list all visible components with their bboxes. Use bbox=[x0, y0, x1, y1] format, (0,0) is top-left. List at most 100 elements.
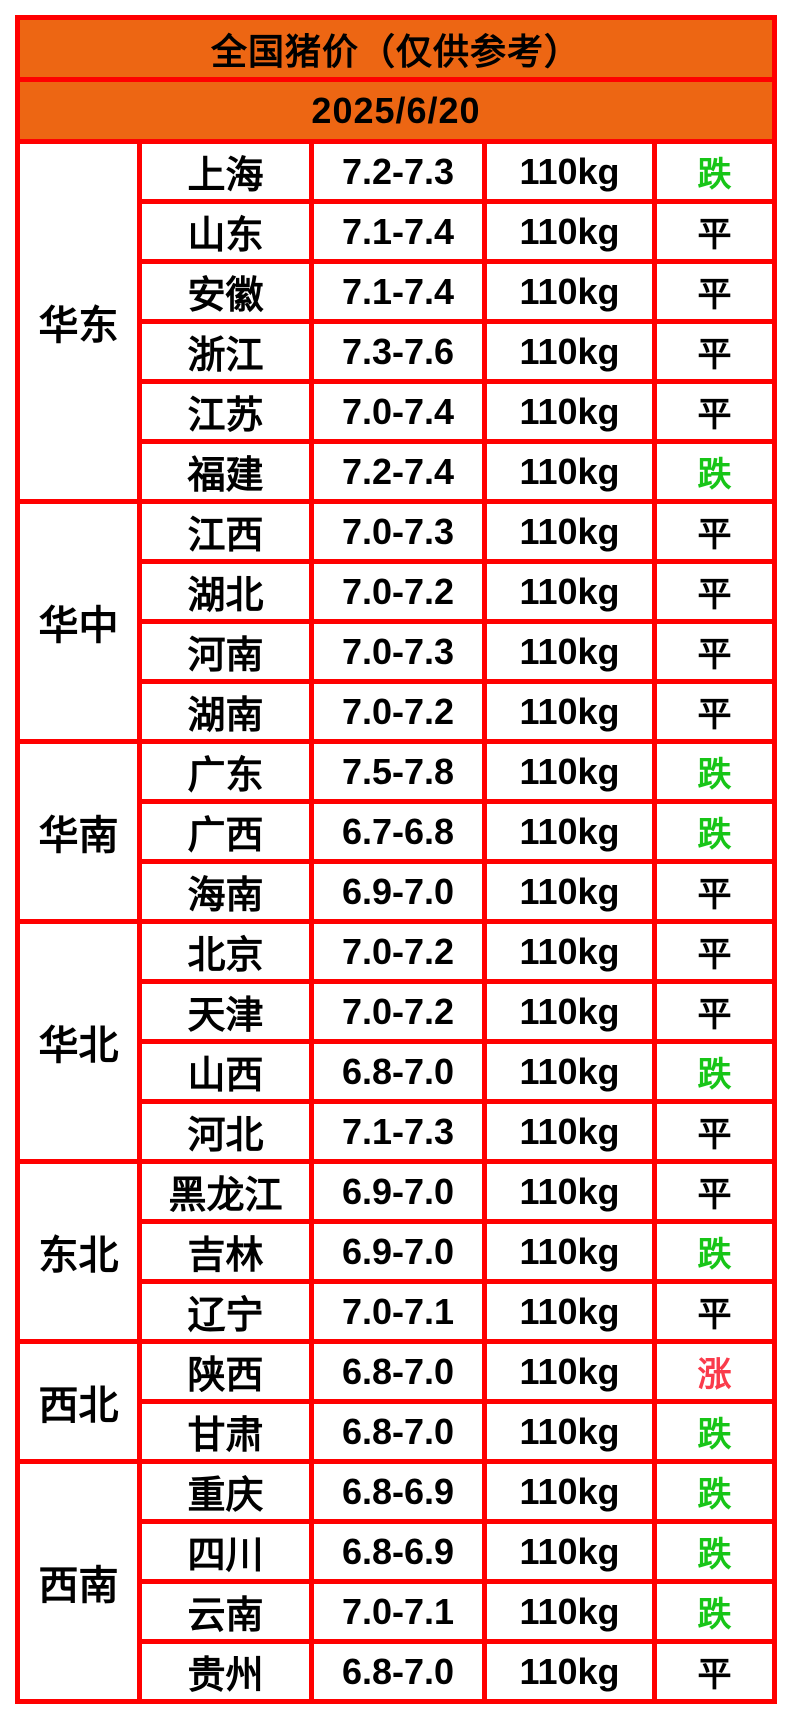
trend-cell: 平 bbox=[651, 979, 778, 1044]
table-row: 广西 6.7-6.8 110kg 跌 bbox=[17, 799, 778, 864]
price-cell: 7.1-7.4 bbox=[309, 259, 487, 324]
region-cell: 西北 bbox=[15, 1339, 142, 1464]
pig-price-table-container: 全国猪价（仅供参考） 2025/6/20 华东 上海 7.2-7.3 110kg 跌山东… bbox=[14, 15, 778, 1704]
province-cell: 福建 bbox=[137, 439, 314, 504]
region-cell: 华北 bbox=[15, 919, 142, 1164]
weight-cell: 110kg bbox=[482, 499, 657, 564]
weight-cell: 110kg bbox=[482, 979, 657, 1044]
weight-cell: 110kg bbox=[482, 619, 657, 684]
region-cell: 华南 bbox=[15, 739, 142, 924]
pig-price-table: 全国猪价（仅供参考） 2025/6/20 华东 上海 7.2-7.3 110kg 跌山东… bbox=[14, 15, 778, 1704]
price-cell: 7.0-7.4 bbox=[309, 379, 487, 444]
weight-cell: 110kg bbox=[482, 919, 657, 984]
weight-cell: 110kg bbox=[482, 1099, 657, 1164]
province-cell: 湖北 bbox=[137, 559, 314, 624]
trend-cell: 跌 bbox=[651, 1219, 778, 1284]
weight-cell: 110kg bbox=[482, 1339, 657, 1404]
province-cell: 贵州 bbox=[137, 1639, 314, 1704]
province-cell: 河南 bbox=[137, 619, 314, 684]
province-cell: 北京 bbox=[137, 919, 314, 984]
province-cell: 广东 bbox=[137, 739, 314, 804]
weight-cell: 110kg bbox=[482, 199, 657, 264]
table-row: 河南 7.0-7.3 110kg 平 bbox=[17, 619, 778, 684]
weight-cell: 110kg bbox=[482, 1459, 657, 1524]
province-cell: 黑龙江 bbox=[137, 1159, 314, 1224]
table-row: 西南 重庆 6.8-6.9 110kg 跌 bbox=[15, 1459, 778, 1704]
page-title: 全国猪价（仅供参考） bbox=[14, 15, 778, 82]
price-cell: 7.0-7.2 bbox=[309, 559, 487, 624]
weight-cell: 110kg bbox=[482, 1399, 657, 1464]
price-cell: 7.0-7.1 bbox=[309, 1279, 487, 1344]
trend-cell: 平 bbox=[651, 199, 778, 264]
trend-cell: 跌 bbox=[651, 1399, 778, 1464]
table-row: 西北 陕西 6.8-7.0 110kg 涨 bbox=[15, 1339, 778, 1464]
weight-cell: 110kg bbox=[482, 739, 657, 804]
price-cell: 6.8-7.0 bbox=[309, 1399, 487, 1464]
weight-cell: 110kg bbox=[482, 1639, 657, 1704]
table-row: 东北 黑龙江 6.9-7.0 110kg 平 bbox=[15, 1159, 778, 1344]
price-cell: 7.0-7.3 bbox=[309, 619, 487, 684]
trend-cell: 跌 bbox=[651, 739, 778, 804]
price-cell: 7.1-7.3 bbox=[309, 1099, 487, 1164]
price-cell: 6.9-7.0 bbox=[309, 1219, 487, 1284]
province-cell: 山东 bbox=[137, 199, 314, 264]
price-cell: 6.8-7.0 bbox=[309, 1039, 487, 1104]
table-header: 全国猪价（仅供参考） 2025/6/20 bbox=[14, 15, 778, 144]
price-cell: 6.8-6.9 bbox=[309, 1519, 487, 1584]
table-row: 吉林 6.9-7.0 110kg 跌 bbox=[17, 1219, 778, 1284]
province-cell: 上海 bbox=[137, 139, 314, 204]
price-cell: 7.5-7.8 bbox=[309, 739, 487, 804]
province-cell: 江西 bbox=[137, 499, 314, 564]
province-cell: 陕西 bbox=[137, 1339, 314, 1404]
weight-cell: 110kg bbox=[482, 1219, 657, 1284]
price-cell: 6.8-7.0 bbox=[309, 1639, 487, 1704]
weight-cell: 110kg bbox=[482, 679, 657, 744]
region-cell: 西南 bbox=[15, 1459, 142, 1704]
weight-cell: 110kg bbox=[482, 379, 657, 444]
price-cell: 7.0-7.2 bbox=[309, 919, 487, 984]
region-cell: 华东 bbox=[15, 139, 142, 504]
price-cell: 7.0-7.1 bbox=[309, 1579, 487, 1644]
table-row: 四川 6.8-6.9 110kg 跌 bbox=[17, 1519, 778, 1584]
table-row: 贵州 6.8-7.0 110kg 平 bbox=[17, 1639, 778, 1704]
trend-cell: 平 bbox=[651, 919, 778, 984]
table-row: 华北 北京 7.0-7.2 110kg 平 bbox=[15, 919, 778, 1164]
table-row: 华南 广东 7.5-7.8 110kg 跌 bbox=[15, 739, 778, 924]
table-row: 江苏 7.0-7.4 110kg 平 bbox=[17, 379, 778, 444]
trend-cell: 跌 bbox=[651, 1579, 778, 1644]
trend-cell: 跌 bbox=[651, 1039, 778, 1104]
table-row: 华中 江西 7.0-7.3 110kg 平 bbox=[15, 499, 778, 744]
price-cell: 7.0-7.3 bbox=[309, 499, 487, 564]
trend-cell: 平 bbox=[651, 1099, 778, 1164]
table-row: 湖南 7.0-7.2 110kg 平 bbox=[17, 679, 778, 744]
price-cell: 6.7-6.8 bbox=[309, 799, 487, 864]
weight-cell: 110kg bbox=[482, 319, 657, 384]
table-row: 云南 7.0-7.1 110kg 跌 bbox=[17, 1579, 778, 1644]
price-cell: 6.9-7.0 bbox=[309, 859, 487, 924]
province-cell: 浙江 bbox=[137, 319, 314, 384]
trend-cell: 平 bbox=[651, 1279, 778, 1344]
weight-cell: 110kg bbox=[482, 1519, 657, 1584]
trend-cell: 平 bbox=[651, 679, 778, 744]
table-row: 安徽 7.1-7.4 110kg 平 bbox=[17, 259, 778, 324]
trend-cell: 平 bbox=[651, 499, 778, 564]
province-cell: 安徽 bbox=[137, 259, 314, 324]
province-cell: 山西 bbox=[137, 1039, 314, 1104]
date-label: 2025/6/20 bbox=[14, 77, 778, 144]
price-cell: 7.2-7.4 bbox=[309, 439, 487, 504]
province-cell: 河北 bbox=[137, 1099, 314, 1164]
weight-cell: 110kg bbox=[482, 859, 657, 924]
trend-cell: 平 bbox=[651, 859, 778, 924]
trend-cell: 平 bbox=[651, 1639, 778, 1704]
province-cell: 海南 bbox=[137, 859, 314, 924]
table-row: 山东 7.1-7.4 110kg 平 bbox=[17, 199, 778, 264]
region-cell: 华中 bbox=[15, 499, 142, 744]
province-cell: 甘肃 bbox=[137, 1399, 314, 1464]
table-row: 华东 上海 7.2-7.3 110kg 跌 bbox=[15, 139, 778, 504]
weight-cell: 110kg bbox=[482, 1579, 657, 1644]
weight-cell: 110kg bbox=[482, 1039, 657, 1104]
trend-cell: 平 bbox=[651, 1159, 778, 1224]
date-row: 2025/6/20 bbox=[14, 77, 778, 144]
weight-cell: 110kg bbox=[482, 259, 657, 324]
table-row: 福建 7.2-7.4 110kg 跌 bbox=[17, 439, 778, 504]
